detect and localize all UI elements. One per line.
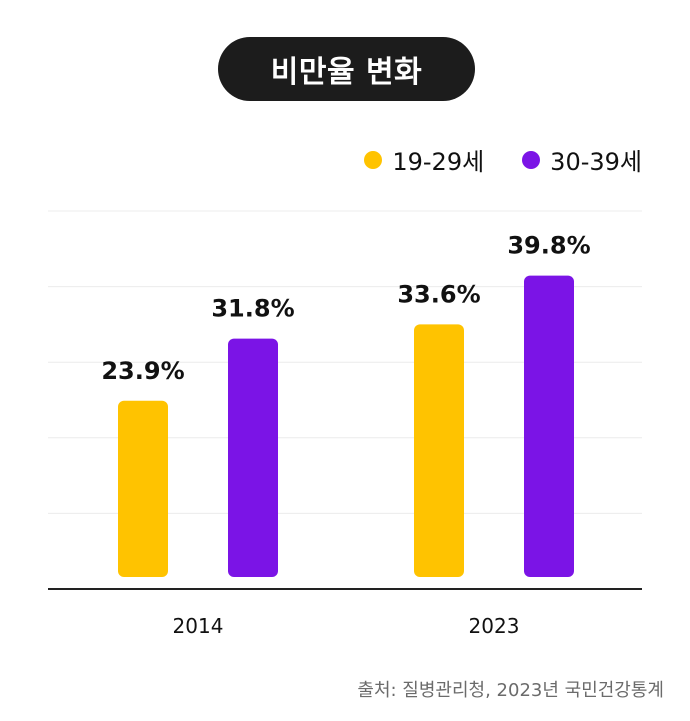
legend-item-19-29: 19-29세 [364, 142, 484, 177]
data-label-19-29세-2023: 33.6% [397, 280, 480, 308]
data-label-19-29세-2014: 23.9% [101, 357, 184, 385]
legend: 19-29세 30-39세 [364, 142, 642, 177]
bar-30-39세-2014 [228, 338, 278, 577]
bar-19-29세-2014 [118, 400, 168, 577]
legend-label-19-29: 19-29세 [392, 148, 485, 176]
data-label-30-39세-2014: 31.8% [211, 295, 294, 323]
chart-title: 비만율 변화 [270, 55, 423, 90]
x-tick-label-2023: 2023 [469, 614, 520, 638]
data-label-30-39세-2023: 39.8% [507, 232, 590, 260]
legend-item-30-39: 30-39세 [522, 142, 642, 177]
legend-dot-30-39 [522, 150, 541, 169]
bar-19-29세-2023 [414, 324, 464, 577]
x-tick-label-2014: 2014 [173, 614, 224, 638]
legend-label-30-39: 30-39세 [550, 148, 642, 176]
source-note: 출처: 질병관리청, 2023년 국민건강통계 [357, 680, 664, 701]
bar-30-39세-2023 [524, 275, 574, 577]
legend-dot-19-29 [364, 150, 383, 169]
chart-title-pill: 비만율 변화 [218, 37, 475, 101]
